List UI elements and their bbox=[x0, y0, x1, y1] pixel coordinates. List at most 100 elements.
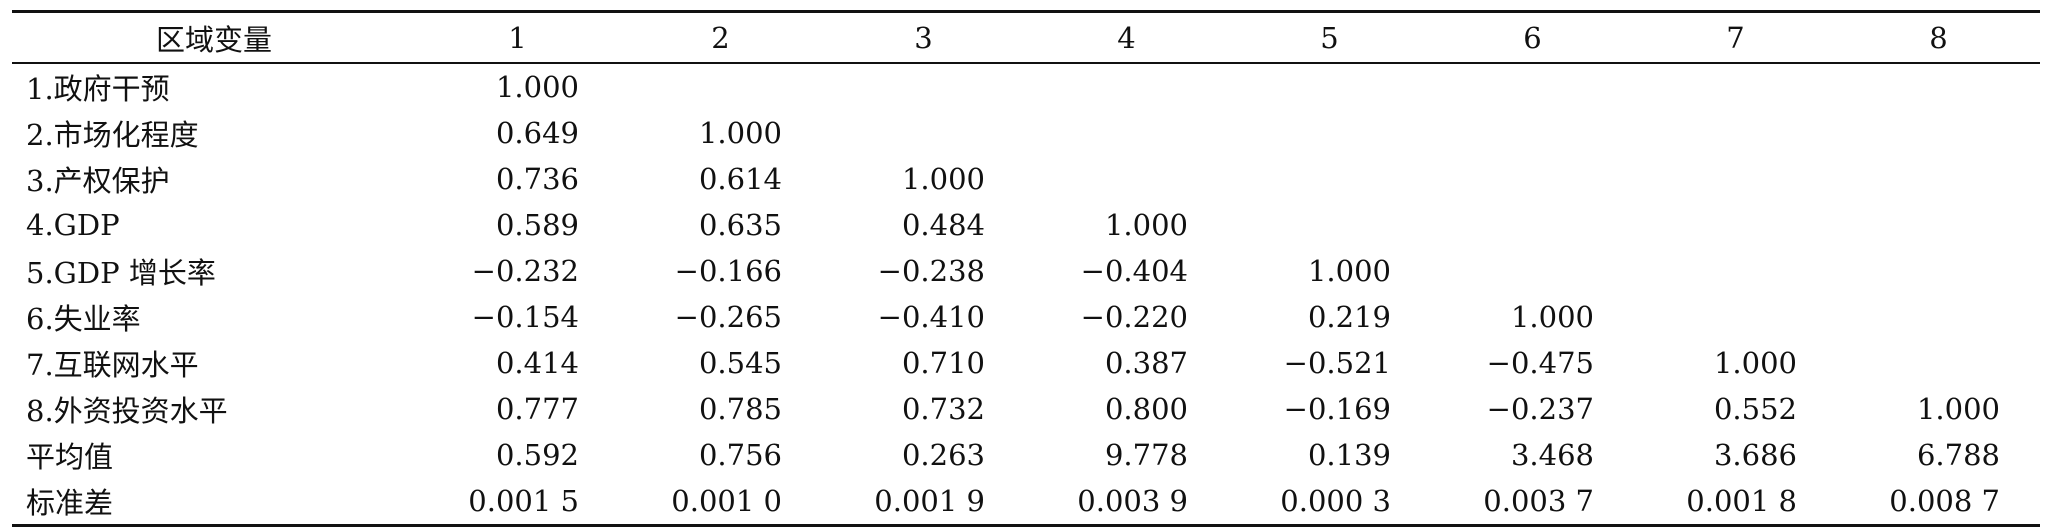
table-row: 标准差 0.001 5 0.001 0 0.001 9 0.003 9 0.000 3 0.… bbox=[12, 478, 2040, 526]
table-cell: 1.000 bbox=[1510, 300, 1594, 334]
table-cell: −0.521 bbox=[1283, 346, 1391, 380]
table-cell: 0.003 9 bbox=[1077, 484, 1188, 518]
table-cell: 0.592 bbox=[495, 438, 579, 472]
table-cell bbox=[1634, 110, 1837, 156]
header-col-4: 4 bbox=[1117, 20, 1136, 55]
table-cell bbox=[1837, 294, 2040, 340]
table-cell: 0.387 bbox=[1104, 346, 1188, 380]
table-cell: 1.000 bbox=[1713, 346, 1797, 380]
table-cell bbox=[1431, 202, 1634, 248]
table-cell: 0.785 bbox=[698, 392, 782, 426]
table-row: 1.政府干预 1.000 bbox=[12, 63, 2040, 110]
table-header-row: 区域变量 1 2 3 4 5 6 7 8 bbox=[12, 11, 2040, 63]
table-row: 5.GDP 增长率 −0.232 −0.166 −0.238 −0.404 1.000 bbox=[12, 248, 2040, 294]
header-col-8: 8 bbox=[1929, 20, 1948, 55]
table-cell: 0.414 bbox=[495, 346, 579, 380]
table-cell: 1.000 bbox=[495, 70, 579, 104]
table-cell: 0.649 bbox=[495, 116, 579, 150]
table-row: 2.市场化程度 0.649 1.000 bbox=[12, 110, 2040, 156]
table-row: 平均值 0.592 0.756 0.263 9.778 0.139 3.468 3.686 6.… bbox=[12, 432, 2040, 478]
table-cell: 0.139 bbox=[1307, 438, 1391, 472]
table-cell: 3.468 bbox=[1510, 438, 1594, 472]
table-cell: 1.000 bbox=[1104, 208, 1188, 242]
table-cell: 0.219 bbox=[1307, 300, 1391, 334]
table-cell bbox=[1228, 202, 1431, 248]
header-col-2: 2 bbox=[711, 20, 730, 55]
row-label: 3.产权保护 bbox=[26, 164, 170, 198]
table-cell bbox=[1837, 202, 2040, 248]
header-col-1: 1 bbox=[508, 20, 527, 55]
table-cell: −0.166 bbox=[674, 254, 782, 288]
table-cell: 0.001 9 bbox=[874, 484, 985, 518]
row-label: 6.失业率 bbox=[26, 302, 141, 336]
header-variable: 区域变量 bbox=[155, 22, 272, 57]
table-row: 3.产权保护 0.736 0.614 1.000 bbox=[12, 156, 2040, 202]
table-cell bbox=[1025, 156, 1228, 202]
row-label: 2.市场化程度 bbox=[26, 118, 199, 152]
table-cell: 1.000 bbox=[901, 162, 985, 196]
table-cell bbox=[1837, 156, 2040, 202]
table-row: 8.外资投资水平 0.777 0.785 0.732 0.800 −0.169 −0.237… bbox=[12, 386, 2040, 432]
table-cell: 0.756 bbox=[698, 438, 782, 472]
table-cell bbox=[1634, 63, 1837, 110]
header-col-3: 3 bbox=[914, 20, 933, 55]
table-cell bbox=[1837, 248, 2040, 294]
table-cell: 9.778 bbox=[1104, 438, 1188, 472]
header-col-5: 5 bbox=[1320, 20, 1339, 55]
table-cell: 0.614 bbox=[698, 162, 782, 196]
table-cell bbox=[1228, 156, 1431, 202]
table-cell bbox=[1634, 202, 1837, 248]
table-cell bbox=[822, 110, 1025, 156]
table-cell: 0.001 8 bbox=[1686, 484, 1797, 518]
table-cell: −0.154 bbox=[471, 300, 579, 334]
table-cell: 0.545 bbox=[698, 346, 782, 380]
table-cell bbox=[1228, 110, 1431, 156]
table-cell: 6.788 bbox=[1916, 438, 2000, 472]
correlation-table: 区域变量 1 2 3 4 5 6 7 8 1.政府干预 1.000 2.市场化程度 0… bbox=[12, 10, 2040, 527]
table-cell bbox=[1431, 110, 1634, 156]
row-label: 5.GDP 增长率 bbox=[26, 256, 216, 290]
table-cell bbox=[1634, 248, 1837, 294]
table-cell: 0.001 5 bbox=[468, 484, 579, 518]
table-cell: 3.686 bbox=[1713, 438, 1797, 472]
table-cell: 0.263 bbox=[901, 438, 985, 472]
table-cell: −0.265 bbox=[674, 300, 782, 334]
table-cell: 0.777 bbox=[495, 392, 579, 426]
table-row: 4.GDP 0.589 0.635 0.484 1.000 bbox=[12, 202, 2040, 248]
header-col-6: 6 bbox=[1523, 20, 1542, 55]
table-cell: −0.169 bbox=[1283, 392, 1391, 426]
table-cell: −0.404 bbox=[1080, 254, 1188, 288]
row-label: 平均值 bbox=[26, 440, 114, 474]
table-cell bbox=[1431, 63, 1634, 110]
table-cell: −0.237 bbox=[1486, 392, 1594, 426]
table-cell bbox=[1431, 156, 1634, 202]
table-cell bbox=[1837, 63, 2040, 110]
table-cell bbox=[1837, 110, 2040, 156]
table-cell: −0.475 bbox=[1486, 346, 1594, 380]
row-label: 1.政府干预 bbox=[26, 72, 170, 106]
table-cell bbox=[1431, 248, 1634, 294]
table-cell bbox=[619, 63, 822, 110]
table-cell bbox=[1634, 294, 1837, 340]
table-cell: −0.220 bbox=[1080, 300, 1188, 334]
row-label: 8.外资投资水平 bbox=[26, 394, 228, 428]
table-cell: 0.003 7 bbox=[1483, 484, 1594, 518]
table-cell: 0.710 bbox=[901, 346, 985, 380]
table-cell bbox=[1228, 63, 1431, 110]
table-body: 1.政府干预 1.000 2.市场化程度 0.649 1.000 3.产权保护 0.736 0… bbox=[12, 63, 2040, 526]
row-label: 4.GDP bbox=[26, 208, 120, 242]
table-row: 7.互联网水平 0.414 0.545 0.710 0.387 −0.521 −0.475 1… bbox=[12, 340, 2040, 386]
table-cell: 0.000 3 bbox=[1280, 484, 1391, 518]
table-cell bbox=[1025, 63, 1228, 110]
header-col-7: 7 bbox=[1726, 20, 1745, 55]
table-cell bbox=[1837, 340, 2040, 386]
table-cell: 0.001 0 bbox=[671, 484, 782, 518]
table-cell: −0.238 bbox=[877, 254, 985, 288]
table-cell: 0.800 bbox=[1104, 392, 1188, 426]
table-cell: 1.000 bbox=[698, 116, 782, 150]
table-cell: 1.000 bbox=[1916, 392, 2000, 426]
table-cell: 0.552 bbox=[1713, 392, 1797, 426]
table-cell bbox=[1025, 110, 1228, 156]
table-cell: 0.589 bbox=[495, 208, 579, 242]
